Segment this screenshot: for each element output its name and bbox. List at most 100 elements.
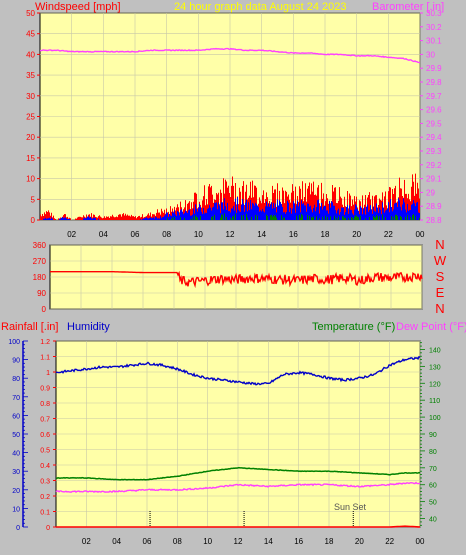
wind-x-tick-label: 10 bbox=[194, 230, 203, 239]
humidity-x-tick-label: 14 bbox=[264, 537, 273, 546]
humidity-tick-label: 90 bbox=[12, 358, 20, 365]
temp-tick-label: 50 bbox=[429, 500, 437, 507]
wind-left-tick-label: 50 bbox=[26, 9, 35, 18]
temp-tick-label: 110 bbox=[429, 398, 440, 405]
baro-right-tick-label: 29.6 bbox=[426, 106, 442, 115]
direction-tick-label: 90 bbox=[37, 289, 46, 298]
humidity-tick-label: 30 bbox=[12, 469, 20, 476]
barometer-line bbox=[40, 47, 421, 64]
direction-tick-label: 360 bbox=[33, 241, 47, 250]
wind-x-tick-label: 18 bbox=[321, 230, 330, 239]
humidity-x-tick-label: 00 bbox=[416, 537, 425, 546]
wind-x-tick-label: 22 bbox=[384, 230, 393, 239]
humidity-tick-label: 60 bbox=[12, 413, 20, 420]
wind-x-tick-label: 02 bbox=[67, 230, 76, 239]
baro-right-axis: 28.8 28.9 29 29.1 29.2 29.3 29.4 29.5 29.6 29.7 29… bbox=[420, 9, 442, 225]
humidity-x-tick-label: 20 bbox=[355, 537, 364, 546]
wind-x-tick-label: 16 bbox=[289, 230, 298, 239]
rain-tick-label: 1.2 bbox=[40, 339, 50, 346]
direction-series bbox=[50, 270, 423, 289]
humidity-line bbox=[55, 355, 421, 386]
sunset-label: Sun Set bbox=[334, 502, 367, 512]
humidity-tick-label: 80 bbox=[12, 376, 20, 383]
direction-letter: E bbox=[436, 285, 445, 300]
baro-right-tick-label: 29.1 bbox=[426, 175, 442, 184]
direction-tick-label: 270 bbox=[33, 257, 47, 266]
baro-title: Barometer [.in] bbox=[372, 1, 445, 13]
dewpoint-line bbox=[55, 481, 421, 494]
baro-right-tick-label: 29.9 bbox=[426, 64, 442, 73]
direction-grid bbox=[50, 244, 423, 310]
wind-x-tick-label: 00 bbox=[416, 230, 425, 239]
humidity-tick-label: 10 bbox=[12, 506, 20, 513]
dew-title: Dew Point (°F) bbox=[396, 321, 466, 333]
rain-tick-label: 0.6 bbox=[40, 432, 50, 439]
humidity-x-tick-label: 02 bbox=[82, 537, 91, 546]
wind-x-axis: 02 04 06 08 10 12 14 16 18 20 22 00 bbox=[67, 230, 425, 239]
rainfall-line bbox=[56, 525, 421, 528]
wind-x-tick-label: 04 bbox=[99, 230, 108, 239]
rain-tick-label: 1 bbox=[46, 370, 50, 377]
humidity-x-axis: 02 04 06 08 10 12 14 16 18 20 22 00 bbox=[82, 537, 425, 546]
humidity-tick-label: 100 bbox=[8, 339, 20, 346]
wind-left-tick-label: 0 bbox=[31, 216, 36, 225]
temp-title: Temperature (°F) bbox=[312, 321, 396, 333]
wind-left-tick-label: 20 bbox=[26, 133, 35, 142]
wind-left-tick-label: 10 bbox=[26, 175, 35, 184]
rain-tick-label: 0.8 bbox=[40, 401, 50, 408]
wind-left-tick-label: 15 bbox=[26, 154, 35, 163]
rain-tick-label: 0.7 bbox=[40, 417, 50, 424]
baro-right-tick-label: 30.3 bbox=[426, 9, 442, 18]
baro-right-tick-label: 30.1 bbox=[426, 37, 442, 46]
humidity-axes: 0 0.1 0.2 0.3 0.4 0.5 0.6 0.7 0.8 0.9 1 1.1 1.2 0 10 20… bbox=[8, 339, 440, 532]
baro-right-tick-label: 29.3 bbox=[426, 147, 442, 156]
wind-x-tick-label: 20 bbox=[352, 230, 361, 239]
temp-tick-label: 80 bbox=[429, 449, 437, 456]
baro-right-tick-label: 29.5 bbox=[426, 119, 442, 128]
wind-title: Windspeed [mph] bbox=[35, 1, 121, 13]
temp-tick-label: 140 bbox=[429, 347, 441, 354]
rain-tick-label: 0.3 bbox=[40, 479, 50, 486]
wind-left-axis: 0 5 10 15 20 25 30 35 40 45 50 bbox=[26, 9, 40, 225]
wind-series bbox=[40, 47, 421, 220]
temp-tick-label: 90 bbox=[429, 432, 437, 439]
temp-tick-label: 130 bbox=[429, 364, 441, 371]
humidity-x-tick-label: 04 bbox=[112, 537, 121, 546]
humidity-tick-label: 40 bbox=[12, 451, 20, 458]
rain-tick-label: 0.1 bbox=[40, 510, 50, 517]
rain-tick-label: 0.9 bbox=[40, 386, 50, 393]
direction-tick-label: 180 bbox=[33, 273, 47, 282]
wind-left-tick-label: 35 bbox=[26, 71, 35, 80]
rain-title: Rainfall [.in] bbox=[1, 321, 59, 333]
temp-tick-label: 60 bbox=[429, 483, 437, 490]
humidity-tick-label: 70 bbox=[12, 395, 20, 402]
direction-line bbox=[50, 270, 423, 289]
baro-right-tick-label: 30.2 bbox=[426, 23, 442, 32]
wind-grid bbox=[40, 12, 421, 221]
baro-right-tick-label: 29.8 bbox=[426, 78, 442, 87]
baro-right-tick-label: 29 bbox=[426, 188, 435, 197]
temp-tick-label: 100 bbox=[429, 415, 441, 422]
wind-left-tick-label: 25 bbox=[26, 113, 35, 122]
humidity-tick-label: 0 bbox=[16, 525, 20, 532]
sunset-marker: Sun Set bbox=[149, 502, 367, 527]
direction-letter: N bbox=[435, 237, 444, 252]
temp-tick-label: 40 bbox=[429, 517, 437, 524]
rain-tick-label: 0.4 bbox=[40, 463, 50, 470]
humidity-x-tick-label: 10 bbox=[203, 537, 212, 546]
humidity-tick-label: 20 bbox=[12, 488, 20, 495]
temperature-line bbox=[55, 466, 421, 481]
rain-tick-label: 0 bbox=[46, 525, 50, 532]
temp-tick-label: 120 bbox=[429, 381, 441, 388]
humidity-tick-label: 50 bbox=[12, 432, 20, 439]
rain-tick-label: 1.1 bbox=[40, 355, 50, 362]
wind-x-tick-label: 14 bbox=[257, 230, 266, 239]
rain-tick-label: 0.5 bbox=[40, 448, 50, 455]
humidity-temp-chart: 0 0.1 0.2 0.3 0.4 0.5 0.6 0.7 0.8 0.9 1 1.1 1.2 0 10 20… bbox=[8, 339, 440, 546]
humidity-x-tick-label: 12 bbox=[234, 537, 243, 546]
baro-right-tick-label: 29.4 bbox=[426, 133, 442, 142]
temp-tick-label: 70 bbox=[429, 466, 437, 473]
